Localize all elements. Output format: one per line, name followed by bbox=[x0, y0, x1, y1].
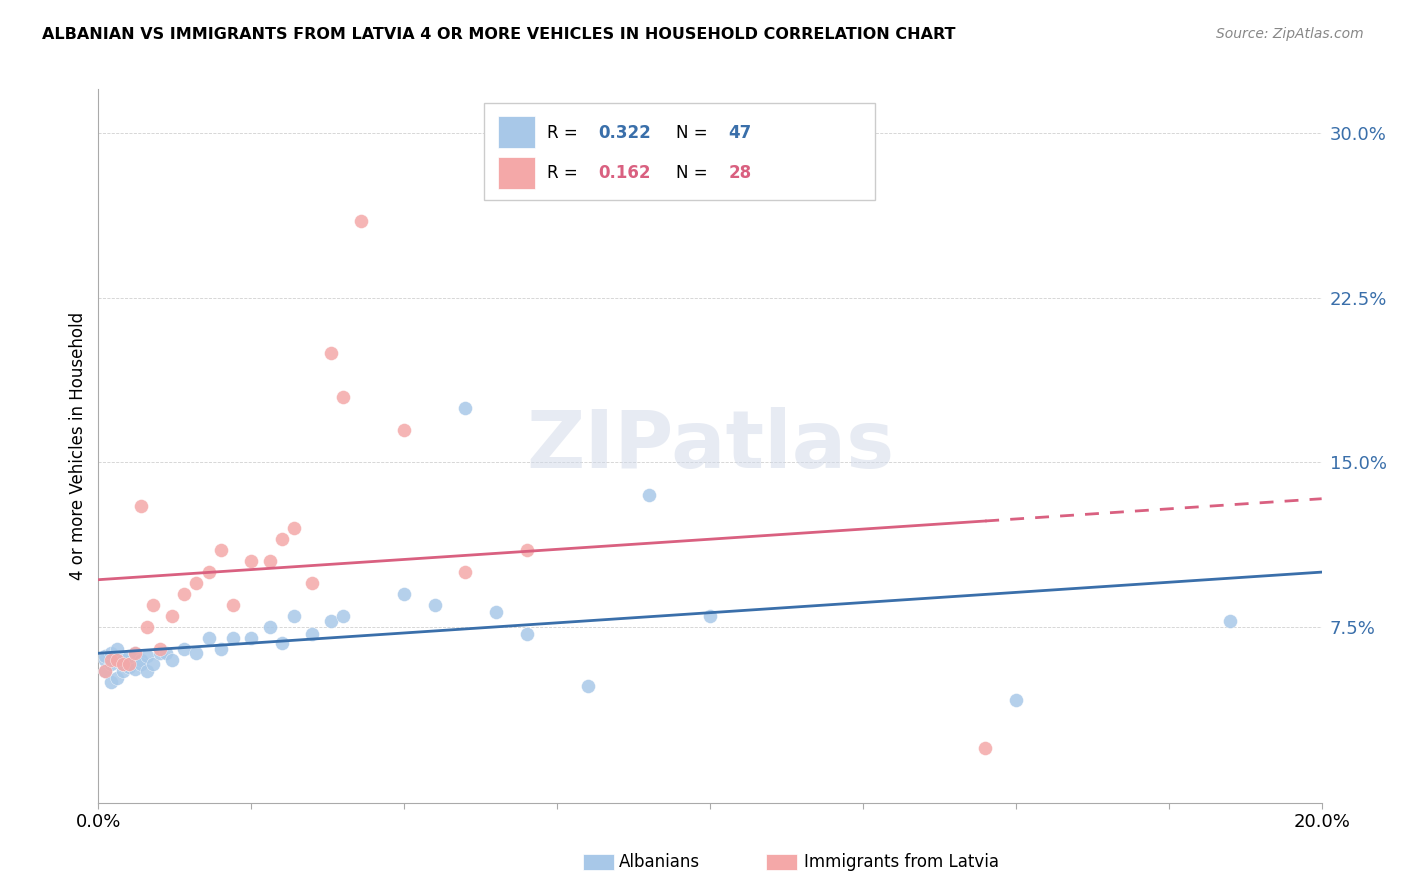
Point bbox=[118, 648, 141, 663]
Point bbox=[173, 642, 195, 657]
Point bbox=[124, 647, 146, 661]
Point bbox=[105, 653, 128, 667]
Bar bbox=[498, 116, 536, 148]
Point bbox=[423, 598, 446, 612]
Point bbox=[259, 620, 281, 634]
Point bbox=[637, 488, 661, 502]
Text: 47: 47 bbox=[728, 124, 752, 142]
Point bbox=[93, 653, 115, 667]
Point bbox=[142, 657, 165, 672]
Point bbox=[93, 648, 115, 663]
Point bbox=[332, 390, 354, 404]
Point bbox=[270, 533, 292, 547]
Text: 0.162: 0.162 bbox=[599, 164, 651, 182]
Text: ZIPatlas: ZIPatlas bbox=[526, 407, 894, 485]
Point bbox=[1004, 692, 1026, 706]
Point bbox=[209, 642, 232, 657]
Point bbox=[160, 653, 183, 667]
Text: 0.322: 0.322 bbox=[599, 124, 651, 142]
Point bbox=[111, 657, 134, 672]
Point bbox=[129, 500, 152, 514]
Bar bbox=[498, 157, 536, 189]
Point bbox=[100, 675, 122, 690]
Point bbox=[197, 566, 219, 580]
Point bbox=[111, 664, 134, 678]
Point bbox=[129, 653, 152, 667]
Point bbox=[105, 671, 128, 685]
Text: R =: R = bbox=[547, 164, 583, 182]
Point bbox=[1219, 614, 1241, 628]
Point bbox=[160, 609, 183, 624]
Point bbox=[516, 626, 538, 640]
Point bbox=[155, 647, 177, 661]
Point bbox=[301, 576, 323, 591]
Point bbox=[209, 543, 232, 558]
Point bbox=[149, 642, 172, 657]
Point bbox=[186, 576, 208, 591]
Point bbox=[136, 648, 159, 663]
Point bbox=[283, 521, 305, 535]
Point bbox=[197, 631, 219, 645]
FancyBboxPatch shape bbox=[484, 103, 875, 200]
Point bbox=[129, 657, 152, 672]
Point bbox=[576, 680, 599, 694]
Point bbox=[93, 664, 115, 678]
Text: Albanians: Albanians bbox=[619, 853, 700, 871]
Point bbox=[136, 664, 159, 678]
Point bbox=[222, 631, 245, 645]
Point bbox=[105, 653, 128, 667]
Point bbox=[118, 657, 141, 672]
Point bbox=[100, 657, 122, 672]
Point bbox=[111, 653, 134, 667]
Point bbox=[240, 554, 263, 568]
Point bbox=[392, 587, 416, 601]
Y-axis label: 4 or more Vehicles in Household: 4 or more Vehicles in Household bbox=[69, 312, 87, 580]
Point bbox=[186, 647, 208, 661]
Point bbox=[149, 647, 172, 661]
Point bbox=[392, 423, 416, 437]
Point bbox=[270, 635, 292, 649]
Point bbox=[319, 345, 342, 359]
Point bbox=[974, 740, 997, 755]
Point bbox=[319, 614, 342, 628]
Point bbox=[111, 657, 134, 672]
Point bbox=[454, 566, 477, 580]
Text: N =: N = bbox=[676, 164, 713, 182]
Point bbox=[240, 631, 263, 645]
Point bbox=[699, 609, 721, 624]
Point bbox=[100, 653, 122, 667]
Point bbox=[485, 605, 508, 619]
Text: R =: R = bbox=[547, 124, 583, 142]
Text: Source: ZipAtlas.com: Source: ZipAtlas.com bbox=[1216, 27, 1364, 41]
Point bbox=[350, 214, 373, 228]
Point bbox=[118, 657, 141, 672]
Point bbox=[332, 609, 354, 624]
Point bbox=[259, 554, 281, 568]
Point bbox=[124, 662, 146, 676]
Point bbox=[100, 647, 122, 661]
Point bbox=[454, 401, 477, 415]
Text: Immigrants from Latvia: Immigrants from Latvia bbox=[804, 853, 1000, 871]
Point bbox=[142, 598, 165, 612]
Point bbox=[173, 587, 195, 601]
Point bbox=[516, 543, 538, 558]
Point bbox=[222, 598, 245, 612]
Point bbox=[283, 609, 305, 624]
Text: N =: N = bbox=[676, 124, 713, 142]
Text: 28: 28 bbox=[728, 164, 751, 182]
Point bbox=[136, 620, 159, 634]
Point bbox=[118, 659, 141, 673]
Point bbox=[124, 647, 146, 661]
Text: ALBANIAN VS IMMIGRANTS FROM LATVIA 4 OR MORE VEHICLES IN HOUSEHOLD CORRELATION C: ALBANIAN VS IMMIGRANTS FROM LATVIA 4 OR … bbox=[42, 27, 956, 42]
Point bbox=[301, 626, 323, 640]
Point bbox=[105, 642, 128, 657]
Point bbox=[93, 664, 115, 678]
